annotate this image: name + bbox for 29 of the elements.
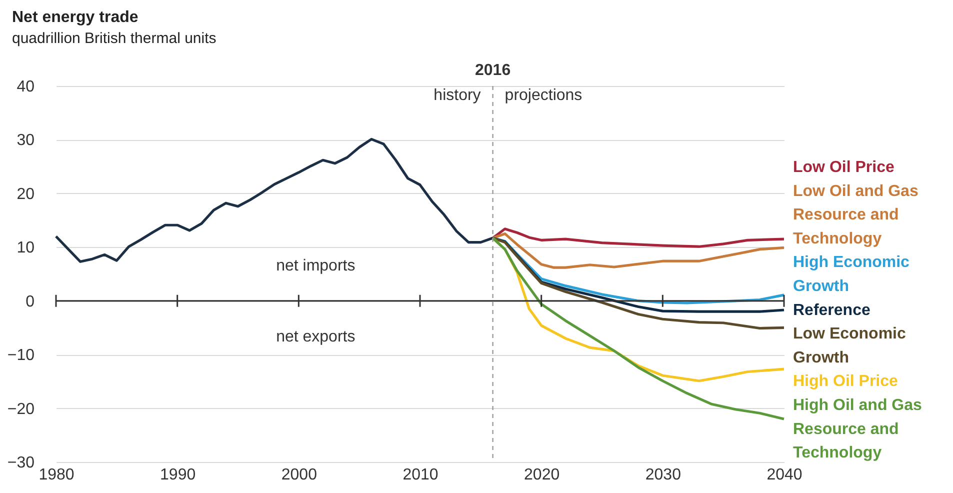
x-tick-label: 2040	[766, 466, 802, 484]
text: Low Oil Price	[793, 159, 894, 176]
y-tick-label: −10	[7, 347, 35, 364]
y-tick-label: −20	[7, 400, 35, 418]
series-label: High Oil and Gas Resource and Technology	[793, 397, 922, 462]
y-tick-label: 0	[26, 293, 35, 310]
y-tick-label: 40	[16, 78, 35, 96]
x-tick-label: 2030	[645, 466, 682, 484]
annotation: projections	[504, 87, 582, 104]
x-tick-label: 2020	[524, 466, 560, 484]
series-label: High Economic Growth	[793, 254, 910, 295]
series-label: Low Oil and Gas Resource and Technology	[793, 182, 918, 248]
ref-line-label: 2016	[475, 62, 511, 79]
x-tick-label: 1980	[38, 466, 74, 484]
series-label: Reference	[793, 302, 870, 319]
y-tick-label: 30	[16, 132, 35, 150]
x-tick-label: 1990	[160, 466, 196, 484]
chart-title: Net energy trade	[12, 9, 138, 26]
series-label: Low Economic Growth	[793, 326, 906, 366]
chart-subtitle: quadrillion British thermal units	[12, 30, 216, 47]
y-tick-label: 10	[16, 240, 35, 257]
annotation: net exports	[276, 328, 356, 346]
x-tick-label: 2000	[281, 466, 318, 484]
x-tick-label: 2010	[402, 466, 438, 484]
annotation: net imports	[276, 257, 356, 274]
y-tick-label: −30	[7, 454, 35, 472]
annotation: history	[434, 87, 481, 104]
y-tick-label: 20	[16, 186, 35, 203]
series-label: High Oil Price	[793, 373, 898, 390]
